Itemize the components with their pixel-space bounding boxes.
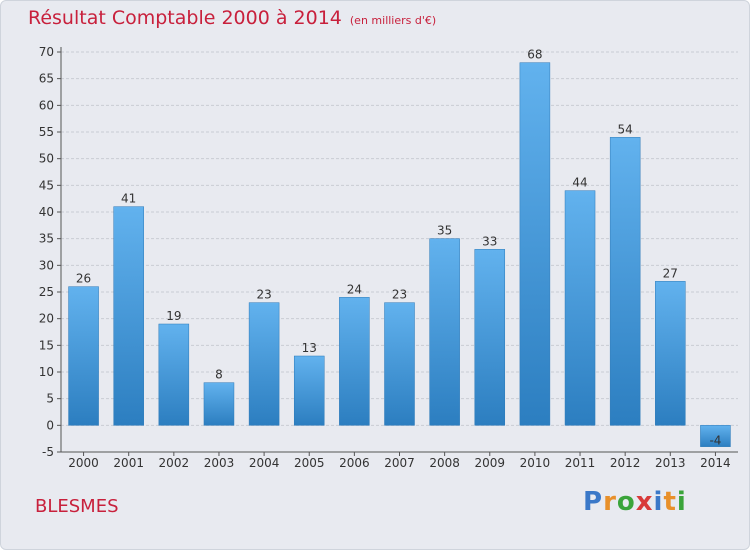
chart-title: Résultat Comptable 2000 à 2014 (en millie… [28,7,436,29]
proxiti-logo: Proxiti [583,487,687,517]
bar-2009 [474,249,506,426]
logo-letter: r [603,487,617,517]
bar-2012 [609,137,641,426]
y-tick-label: 10 [39,365,54,379]
x-tick-label-2004: 2004 [249,456,280,470]
logo-letter: i [676,487,687,517]
x-tick-label-2012: 2012 [610,456,641,470]
y-tick-label: 30 [39,258,54,272]
x-tick-label-2013: 2013 [655,456,686,470]
data-label-2010: 68 [527,48,542,62]
bar-2003 [203,382,235,426]
x-tick-label-2002: 2002 [159,456,190,470]
x-tick-label-2009: 2009 [474,456,505,470]
logo-letter: o [616,487,636,517]
bar-2006 [339,297,370,426]
chart-unit-note: (en milliers d'€) [349,14,437,27]
data-label-2006: 24 [347,282,362,296]
x-tick-label-2000: 2000 [68,456,99,470]
y-tick-label: 50 [39,152,54,166]
data-label-2004: 23 [256,288,271,302]
data-label-2011: 44 [572,176,587,190]
bar-2014 [700,425,731,447]
y-tick-label: 65 [39,72,54,86]
x-tick-label-2011: 2011 [565,456,596,470]
bar-2013 [655,281,686,426]
chart-title-text: Résultat Comptable 2000 à 2014 [28,7,342,29]
data-label-2005: 13 [302,341,317,355]
bar-2005 [293,355,325,426]
x-tick-label-2008: 2008 [429,456,460,470]
bar-2002 [158,323,190,426]
y-tick-label: 70 [39,45,54,59]
x-tick-label-2006: 2006 [339,456,370,470]
logo-letter: P [583,487,604,517]
y-tick-label: 55 [39,125,54,139]
logo-letter: t [663,487,677,517]
y-tick-label: 60 [39,98,54,112]
x-tick-label-2005: 2005 [294,456,325,470]
bar-2007 [384,302,415,426]
y-tick-label: 0 [46,418,54,432]
y-tick-label: 15 [39,338,54,352]
logo-letter: x [635,487,654,517]
data-label-2008: 35 [437,224,452,238]
data-label-2009: 33 [482,234,497,248]
bar-2004 [248,302,280,426]
x-tick-label-2007: 2007 [384,456,415,470]
data-label-2000: 26 [76,272,91,286]
logo-letter: i [653,487,664,517]
commune-name: BLESMES [35,496,119,517]
y-tick-label: 40 [39,205,54,219]
x-tick-label-2014: 2014 [700,456,731,470]
x-tick-label-2003: 2003 [204,456,235,470]
data-label-2007: 23 [392,288,407,302]
x-tick-label-2010: 2010 [520,456,551,470]
bar-2010 [519,62,551,426]
data-label-2001: 41 [121,192,136,206]
y-tick-label: 25 [39,285,54,299]
data-label-2002: 19 [166,309,181,323]
y-tick-label: 20 [39,312,54,326]
data-label-2003: 8 [215,368,223,382]
bar-2008 [429,238,460,426]
y-tick-label: 45 [39,178,54,192]
bar-2000 [68,286,99,426]
y-tick-label: 5 [46,392,54,406]
data-label-2013: 27 [663,266,678,280]
bar-2001 [113,206,144,426]
x-tick-label-2001: 2001 [113,456,144,470]
y-tick-label: 35 [39,232,54,246]
y-tick-label: -5 [42,445,54,459]
data-label-2012: 54 [618,122,633,136]
bar-2011 [564,190,596,426]
data-label-2014: -4 [709,434,721,448]
